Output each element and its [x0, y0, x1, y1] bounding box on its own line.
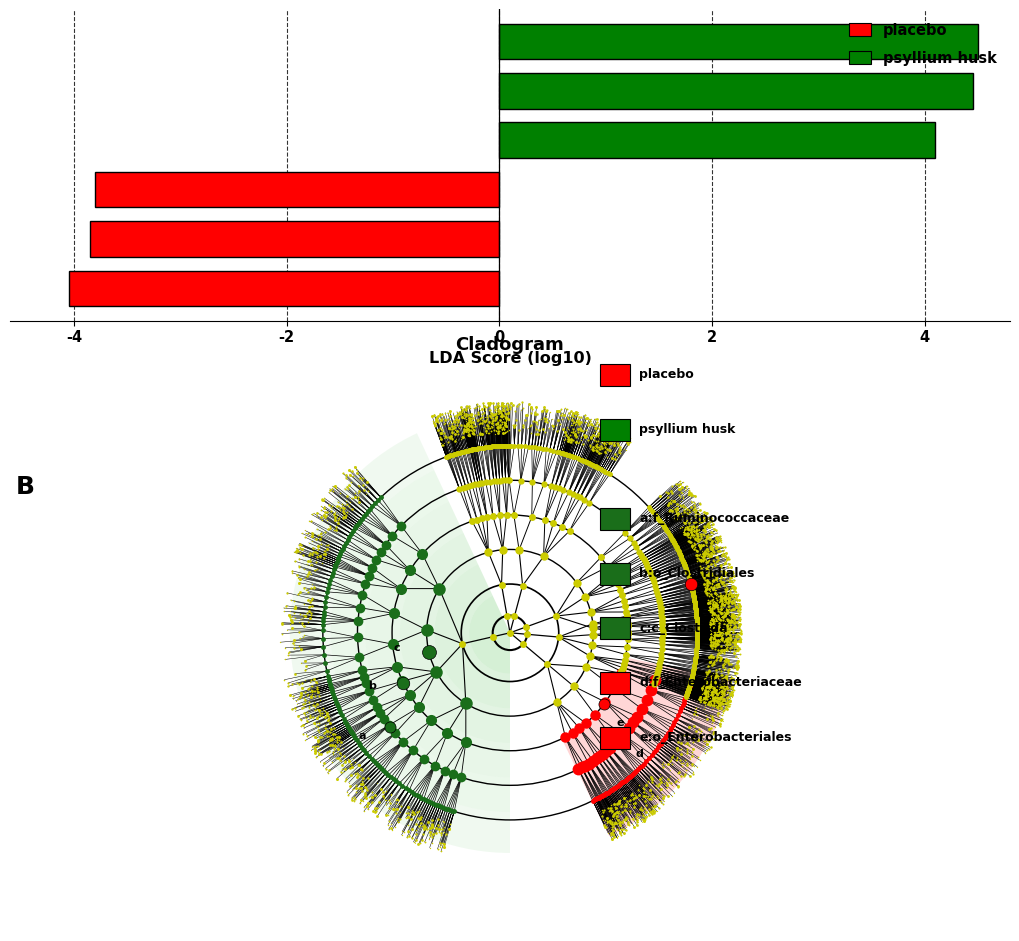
Bar: [499, 122, 934, 158]
FancyBboxPatch shape: [599, 419, 629, 440]
Wedge shape: [330, 470, 510, 812]
Text: placebo: placebo: [639, 369, 693, 381]
Bar: [90, 221, 499, 257]
Text: e:o_Enterobacteriales: e:o_Enterobacteriales: [639, 731, 791, 744]
FancyBboxPatch shape: [599, 364, 629, 386]
Text: c:c_Clostrida: c:c_Clostrida: [639, 622, 727, 635]
Bar: [68, 271, 499, 307]
Text: b:o_Clostridiales: b:o_Clostridiales: [639, 567, 754, 580]
Text: c: c: [393, 644, 400, 653]
Wedge shape: [365, 502, 510, 777]
X-axis label: LDA Score (log10): LDA Score (log10): [428, 351, 591, 366]
Text: b: b: [368, 680, 376, 691]
FancyBboxPatch shape: [599, 617, 629, 639]
Wedge shape: [591, 672, 731, 837]
Text: B: B: [15, 475, 35, 500]
Bar: [499, 73, 972, 108]
Bar: [499, 24, 977, 59]
Bar: [95, 172, 499, 208]
FancyBboxPatch shape: [599, 672, 629, 694]
Text: d: d: [635, 749, 643, 758]
Title: Cladogram: Cladogram: [455, 337, 564, 355]
Wedge shape: [434, 565, 510, 709]
Text: d:f_Enterobacteriaceae: d:f_Enterobacteriaceae: [639, 677, 801, 690]
Wedge shape: [577, 664, 692, 801]
FancyBboxPatch shape: [599, 726, 629, 748]
Wedge shape: [399, 533, 510, 742]
Wedge shape: [469, 596, 510, 674]
Wedge shape: [561, 658, 658, 770]
FancyBboxPatch shape: [599, 508, 629, 530]
Text: a:f_Ruminococcaceae: a:f_Ruminococcaceae: [639, 513, 789, 525]
Text: a: a: [359, 731, 366, 742]
Text: e: e: [616, 718, 624, 727]
Legend: placebo, psyllium husk: placebo, psyllium husk: [843, 17, 1002, 72]
Text: psyllium husk: psyllium husk: [639, 423, 735, 437]
Wedge shape: [289, 433, 510, 853]
FancyBboxPatch shape: [599, 563, 629, 584]
